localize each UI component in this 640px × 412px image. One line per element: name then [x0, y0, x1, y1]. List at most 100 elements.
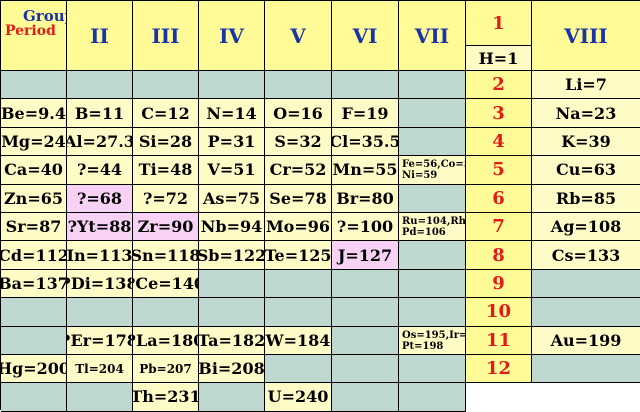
empty-cell	[199, 71, 265, 100]
period-label: Period	[5, 23, 56, 39]
element-cell: Se=78	[265, 184, 332, 213]
empty-cell	[1, 298, 67, 327]
period-number: 6	[466, 184, 532, 213]
empty-cell	[332, 383, 399, 412]
empty-cell	[332, 298, 399, 327]
element-cell: Sn=118	[133, 241, 199, 270]
group-header-III: III	[133, 1, 199, 71]
empty-cell	[67, 383, 133, 412]
element-cell: In=113	[67, 241, 133, 270]
empty-cell	[399, 383, 466, 412]
empty-cell	[399, 127, 466, 157]
group-header-VII: VII	[399, 1, 466, 71]
element-cell: Rb=85	[532, 184, 640, 213]
element-cell: Na=23	[532, 99, 640, 128]
element-cell: J=127	[332, 241, 399, 270]
element-cell: V=51	[199, 156, 265, 185]
group-header-VIII: VIII	[532, 1, 640, 71]
element-cell: ?=44	[67, 156, 133, 185]
element-cell: Ag=108	[532, 212, 640, 242]
element-cell: Tl=204	[67, 354, 133, 384]
empty-cell	[265, 71, 332, 100]
group-header-V: V	[265, 1, 332, 71]
period-number: 4	[466, 127, 532, 157]
element-cell: Mg=24	[1, 127, 67, 157]
empty-cell	[532, 354, 640, 384]
period-number: 12	[466, 354, 532, 384]
empty-cell	[399, 99, 466, 128]
element-cell: K=39	[532, 127, 640, 157]
element-cell: Bi=208	[199, 354, 265, 384]
empty-cell	[332, 326, 399, 355]
element-cell: N=14	[199, 99, 265, 128]
element-cell: ?Di=138	[67, 269, 133, 299]
element-cell: P=31	[199, 127, 265, 157]
element-cell: Mn=55	[332, 156, 399, 185]
element-cell: ?=100	[332, 212, 399, 242]
element-cell: Li=7	[532, 71, 640, 100]
empty-cell	[332, 71, 399, 100]
element-cell: Hg=200	[1, 354, 67, 384]
empty-cell	[532, 269, 640, 299]
element-cell: Te=125	[265, 241, 332, 270]
element-cell: Ta=182	[199, 326, 265, 355]
element-group-viii-cell: Os=195,Ir=197Pt=198	[399, 326, 466, 355]
empty-cell	[199, 298, 265, 327]
element-cell: Cu=63	[532, 156, 640, 185]
element-label: Pt=198	[402, 340, 444, 352]
element-cell: Th=231	[133, 383, 199, 412]
element-cell: H=1	[466, 46, 532, 71]
empty-cell	[265, 354, 332, 384]
element-cell: Ti=48	[133, 156, 199, 185]
element-cell: Br=80	[332, 184, 399, 213]
element-cell: Mo=96	[265, 212, 332, 242]
empty-cell	[199, 269, 265, 299]
element-cell: Cr=52	[265, 156, 332, 185]
group-header-VI: VI	[332, 1, 399, 71]
period-number: 7	[466, 212, 532, 242]
period-number: 9	[466, 269, 532, 299]
empty-cell	[332, 354, 399, 384]
empty-cell	[399, 71, 466, 100]
empty-cell	[399, 298, 466, 327]
group-header-IV: IV	[199, 1, 265, 71]
period-number: 11	[466, 326, 532, 355]
element-cell: Au=199	[532, 326, 640, 355]
element-cell: Cl=35.5	[332, 127, 399, 157]
element-cell: Be=9.4	[1, 99, 67, 128]
empty-cell	[399, 184, 466, 213]
element-cell: O=16	[265, 99, 332, 128]
empty-cell	[1, 326, 67, 355]
element-cell: ?=68	[67, 184, 133, 213]
period-number: 3	[466, 99, 532, 128]
element-cell: Nb=94	[199, 212, 265, 242]
period-number: 2	[466, 71, 532, 100]
element-cell: W=184	[265, 326, 332, 355]
empty-cell	[399, 269, 466, 299]
empty-cell	[532, 298, 640, 327]
element-label: Pd=106	[402, 226, 446, 238]
element-cell: Ca=40	[1, 156, 67, 185]
empty-cell	[399, 241, 466, 270]
table-corner-header: Group I Period	[1, 1, 67, 71]
element-cell: Si=28	[133, 127, 199, 157]
period-number: 1	[466, 1, 532, 46]
element-label: Ni=59	[402, 170, 438, 182]
period-number: 8	[466, 241, 532, 270]
element-cell: B=11	[67, 99, 133, 128]
empty-cell	[332, 269, 399, 299]
element-cell: Ba=137	[1, 269, 67, 299]
empty-cell	[133, 298, 199, 327]
element-cell: ?Yt=88	[67, 212, 133, 242]
element-cell: Zr=90	[133, 212, 199, 242]
period-number: 10	[466, 298, 532, 327]
element-cell: S=32	[265, 127, 332, 157]
element-cell: ?Er=178	[67, 326, 133, 355]
element-cell: Cs=133	[532, 241, 640, 270]
element-cell: Zn=65	[1, 184, 67, 213]
element-cell: Cd=112	[1, 241, 67, 270]
element-cell: C=12	[133, 99, 199, 128]
period-number: 5	[466, 156, 532, 185]
element-cell: As=75	[199, 184, 265, 213]
